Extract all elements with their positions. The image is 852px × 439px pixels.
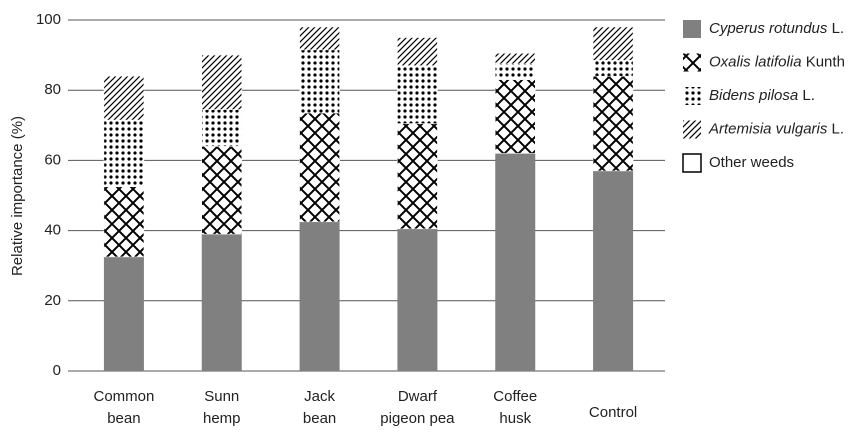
bar-segment (397, 228, 438, 371)
y-tick-label: 80 (44, 81, 61, 98)
legend-label: Oxalis latifolia Kunth (709, 53, 845, 70)
legend-label: Artemisia vulgaris L. (708, 120, 844, 137)
bar-segment (103, 186, 145, 258)
y-tick-label: 40 (44, 222, 61, 239)
bar-segment (201, 54, 242, 110)
x-tick-label: Dwarf pigeon pea (380, 388, 455, 427)
x-tick-label: Common bean (93, 388, 154, 427)
bar-segment (397, 37, 438, 66)
y-tick-label: 0 (53, 362, 61, 379)
bar-segment (299, 49, 340, 114)
bar-segment (592, 60, 634, 77)
legend-label: Bidens pilosa L. (709, 87, 815, 104)
legend-label: Other weeds (709, 154, 794, 171)
bar-segment (592, 26, 634, 61)
bar-segment (201, 234, 242, 371)
legend-swatch (683, 87, 701, 105)
legend-label: Cyperus rotundus L. (709, 20, 844, 37)
x-tick-label: Coffee husk (493, 388, 537, 427)
y-tick-label: 100 (36, 11, 61, 28)
bar-segment (592, 75, 634, 172)
bar-segment (495, 53, 536, 65)
bar-segment (103, 75, 145, 121)
bar-segment (593, 170, 634, 371)
bar-segment (397, 65, 438, 124)
bar-segment (299, 221, 340, 371)
legend-swatch (683, 120, 701, 139)
bar-segment (201, 146, 242, 235)
bar-segment (495, 153, 536, 371)
bar-segment (201, 109, 242, 147)
x-tick-label: Jack bean (303, 388, 336, 427)
bar-segment (299, 112, 340, 223)
legend-swatch (682, 153, 702, 173)
bar-segment (299, 26, 340, 51)
y-axis-label: Relative importance (%) (9, 116, 26, 276)
y-tick-label: 20 (44, 292, 61, 309)
y-tick-label: 60 (44, 151, 61, 168)
legend-swatch (683, 53, 701, 72)
legend-swatch (683, 20, 701, 38)
bar-segment (495, 63, 536, 80)
bar-segment (397, 123, 438, 230)
x-tick-label: Sunn hemp (203, 388, 241, 427)
bar-segment (103, 119, 145, 187)
x-tick-label: Control (589, 404, 637, 421)
bar-segment (103, 256, 144, 371)
bar-segment (495, 79, 536, 154)
